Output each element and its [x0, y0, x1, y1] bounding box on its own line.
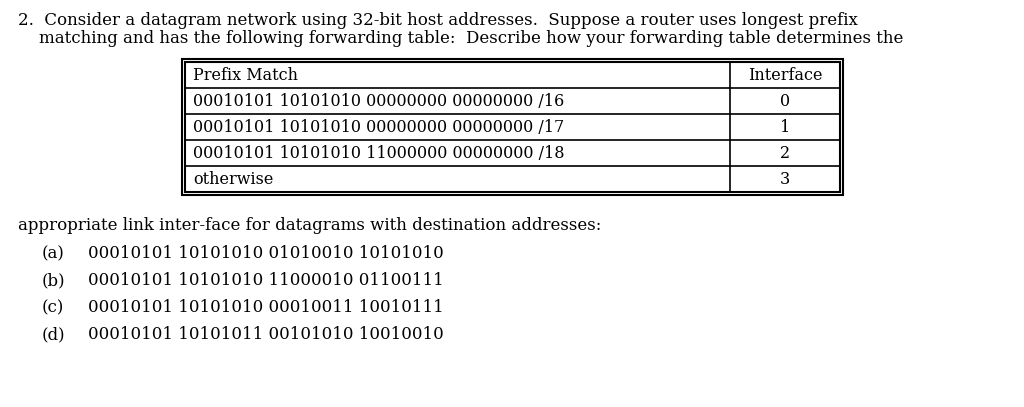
Text: appropriate link inter-face for datagrams with destination addresses:: appropriate link inter-face for datagram…	[18, 217, 601, 234]
Text: 00010101 10101011 00101010 10010010: 00010101 10101011 00101010 10010010	[88, 326, 443, 343]
Text: otherwise: otherwise	[193, 171, 273, 188]
Text: (d): (d)	[42, 326, 66, 343]
Bar	[182, 59, 843, 195]
Text: Prefix Match: Prefix Match	[193, 66, 298, 83]
Text: (c): (c)	[42, 299, 65, 316]
Text: 2: 2	[780, 144, 791, 162]
Text: 00010101 10101010 00000000 00000000 /16: 00010101 10101010 00000000 00000000 /16	[193, 92, 564, 109]
Text: (a): (a)	[42, 245, 65, 262]
Text: 0: 0	[780, 92, 791, 109]
Text: 00010101 10101010 00010011 10010111: 00010101 10101010 00010011 10010111	[88, 299, 443, 316]
Text: 00010101 10101010 01010010 10101010: 00010101 10101010 01010010 10101010	[88, 245, 443, 262]
Bar	[185, 62, 840, 192]
Text: 3: 3	[780, 171, 791, 188]
Text: 00010101 10101010 11000000 00000000 /18: 00010101 10101010 11000000 00000000 /18	[193, 144, 564, 162]
Text: 00010101 10101010 00000000 00000000 /17: 00010101 10101010 00000000 00000000 /17	[193, 118, 564, 136]
Text: 1: 1	[780, 118, 791, 136]
Text: 00010101 10101010 11000010 01100111: 00010101 10101010 11000010 01100111	[88, 272, 443, 289]
Text: Interface: Interface	[748, 66, 822, 83]
Text: 2.  Consider a datagram network using 32-bit host addresses.  Suppose a router u: 2. Consider a datagram network using 32-…	[18, 12, 858, 29]
Text: matching and has the following forwarding table:  Describe how your forwarding t: matching and has the following forwardin…	[18, 30, 903, 47]
Text: (b): (b)	[42, 272, 66, 289]
